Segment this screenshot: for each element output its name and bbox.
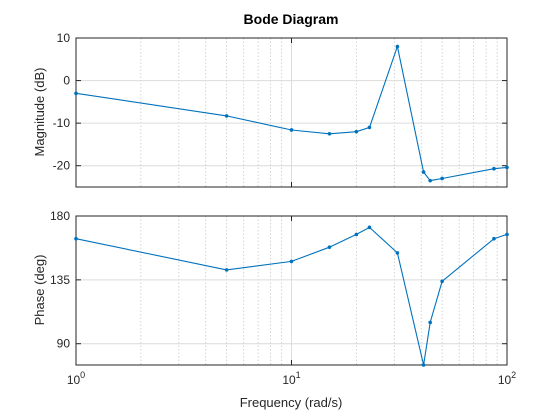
data-point xyxy=(440,176,444,181)
data-point xyxy=(74,236,78,241)
magnitude-axis-label: Magnitude (dB) xyxy=(32,68,47,157)
axes-box xyxy=(75,215,508,366)
data-point xyxy=(505,232,509,237)
frequency-tick-labels: 100 101 102 xyxy=(67,370,516,387)
phase-axis-label: Phase (deg) xyxy=(32,255,47,326)
series-line xyxy=(75,226,508,366)
phase-panel: 180 135 90 xyxy=(50,209,509,367)
x-tick-label: 100 xyxy=(67,370,85,387)
frequency-axis-label: Frequency (rad/s) xyxy=(240,395,343,410)
axes-box xyxy=(75,37,508,188)
data-point xyxy=(492,236,496,241)
data-point xyxy=(327,245,332,250)
y-tick-label: 180 xyxy=(50,209,70,223)
data-point xyxy=(395,251,400,255)
data-point xyxy=(367,225,372,230)
data-point xyxy=(354,232,359,237)
data-point xyxy=(74,91,78,96)
data-point xyxy=(395,44,400,49)
x-tick-exponent: 2 xyxy=(511,370,516,380)
data-point xyxy=(492,166,496,171)
series-line xyxy=(75,44,508,182)
data-point xyxy=(440,279,444,284)
y-tick-label: -10 xyxy=(53,116,71,130)
data-point xyxy=(505,165,509,170)
x-tick-label: 101 xyxy=(282,370,300,387)
y-tick-label: 135 xyxy=(50,273,70,287)
data-point xyxy=(428,320,432,325)
data-point xyxy=(327,131,332,136)
chart-title: Bode Diagram xyxy=(244,11,339,27)
data-point xyxy=(224,114,229,118)
x-tick-base: 10 xyxy=(498,373,512,387)
x-tick-base: 10 xyxy=(67,373,81,387)
data-point xyxy=(289,259,294,264)
data-point xyxy=(224,268,229,272)
data-point xyxy=(289,128,294,132)
data-point xyxy=(421,170,426,174)
y-tick-label: 10 xyxy=(57,31,71,45)
y-tick-label: 0 xyxy=(63,74,70,88)
data-point xyxy=(367,125,372,130)
x-tick-exponent: 1 xyxy=(296,370,301,380)
x-tick-base: 10 xyxy=(282,373,296,387)
data-point xyxy=(421,363,426,367)
y-tick-label: 90 xyxy=(57,337,71,351)
data-point xyxy=(354,129,359,134)
y-tick-label: -20 xyxy=(53,159,71,173)
magnitude-panel: 10 0 -10 -20 xyxy=(53,31,509,188)
x-tick-exponent: 0 xyxy=(80,370,85,380)
x-tick-label: 102 xyxy=(498,370,516,387)
data-point xyxy=(428,178,432,183)
